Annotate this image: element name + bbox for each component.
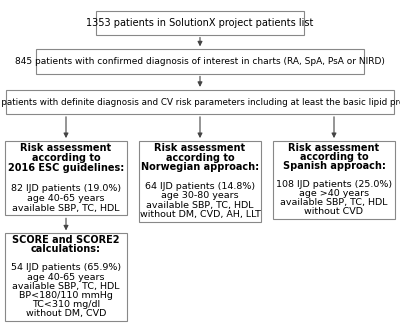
Text: TC<310 mg/dl: TC<310 mg/dl [32,300,100,309]
FancyBboxPatch shape [5,233,127,321]
Text: age 30-80 years: age 30-80 years [161,191,239,200]
Text: 108 IJD patients (25.0%): 108 IJD patients (25.0%) [276,180,392,189]
FancyBboxPatch shape [6,90,394,114]
FancyBboxPatch shape [139,141,261,222]
Text: available SBP, TC, HDL: available SBP, TC, HDL [146,201,254,210]
Text: according to: according to [32,153,100,163]
Text: without DM, CVD, AH, LLT: without DM, CVD, AH, LLT [140,210,260,219]
Text: available SBP, TC, HDL: available SBP, TC, HDL [12,203,120,213]
Text: available SBP, TC, HDL: available SBP, TC, HDL [280,198,388,207]
Text: 64 IJD patients (14.8%): 64 IJD patients (14.8%) [145,182,255,191]
Text: calculations:: calculations: [31,244,101,254]
Text: 54 IJD patients (65.9%): 54 IJD patients (65.9%) [11,263,121,272]
Text: Norwegian approach:: Norwegian approach: [141,162,259,172]
FancyBboxPatch shape [36,49,364,74]
Text: according to: according to [166,153,234,163]
Text: Risk assessment: Risk assessment [288,143,380,153]
Text: 432 patients with definite diagnosis and CV risk parameters including at least t: 432 patients with definite diagnosis and… [0,98,400,107]
Text: Spanish approach:: Spanish approach: [282,161,386,171]
FancyBboxPatch shape [5,141,127,215]
FancyBboxPatch shape [96,10,304,35]
Text: 2016 ESC guidelines:: 2016 ESC guidelines: [8,163,124,173]
Text: SCORE and SCORE2: SCORE and SCORE2 [12,235,120,245]
Text: 82 IJD patients (19.0%): 82 IJD patients (19.0%) [11,184,121,193]
Text: Risk assessment: Risk assessment [20,144,112,153]
Text: age 40-65 years: age 40-65 years [27,193,105,202]
Text: BP<180/110 mmHg: BP<180/110 mmHg [19,291,113,300]
Text: without CVD: without CVD [304,207,364,216]
Text: 1353 patients in SolutionX project patients list: 1353 patients in SolutionX project patie… [86,18,314,28]
FancyBboxPatch shape [273,141,395,219]
Text: age 40-65 years: age 40-65 years [27,272,105,282]
Text: according to: according to [300,152,368,162]
Text: available SBP, TC, HDL: available SBP, TC, HDL [12,282,120,291]
Text: age >40 years: age >40 years [299,189,369,198]
Text: without DM, CVD: without DM, CVD [26,309,106,318]
Text: Risk assessment: Risk assessment [154,143,246,153]
Text: 845 patients with confirmed diagnosis of interest in charts (RA, SpA, PsA or NIR: 845 patients with confirmed diagnosis of… [15,57,385,66]
